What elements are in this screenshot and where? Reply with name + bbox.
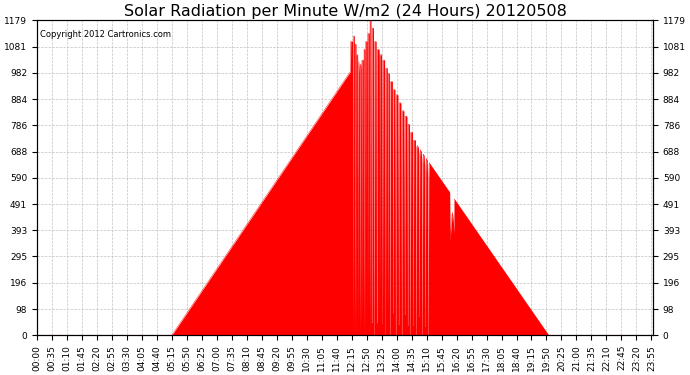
Title: Solar Radiation per Minute W/m2 (24 Hours) 20120508: Solar Radiation per Minute W/m2 (24 Hour… bbox=[124, 4, 566, 19]
Text: Copyright 2012 Cartronics.com: Copyright 2012 Cartronics.com bbox=[40, 30, 171, 39]
